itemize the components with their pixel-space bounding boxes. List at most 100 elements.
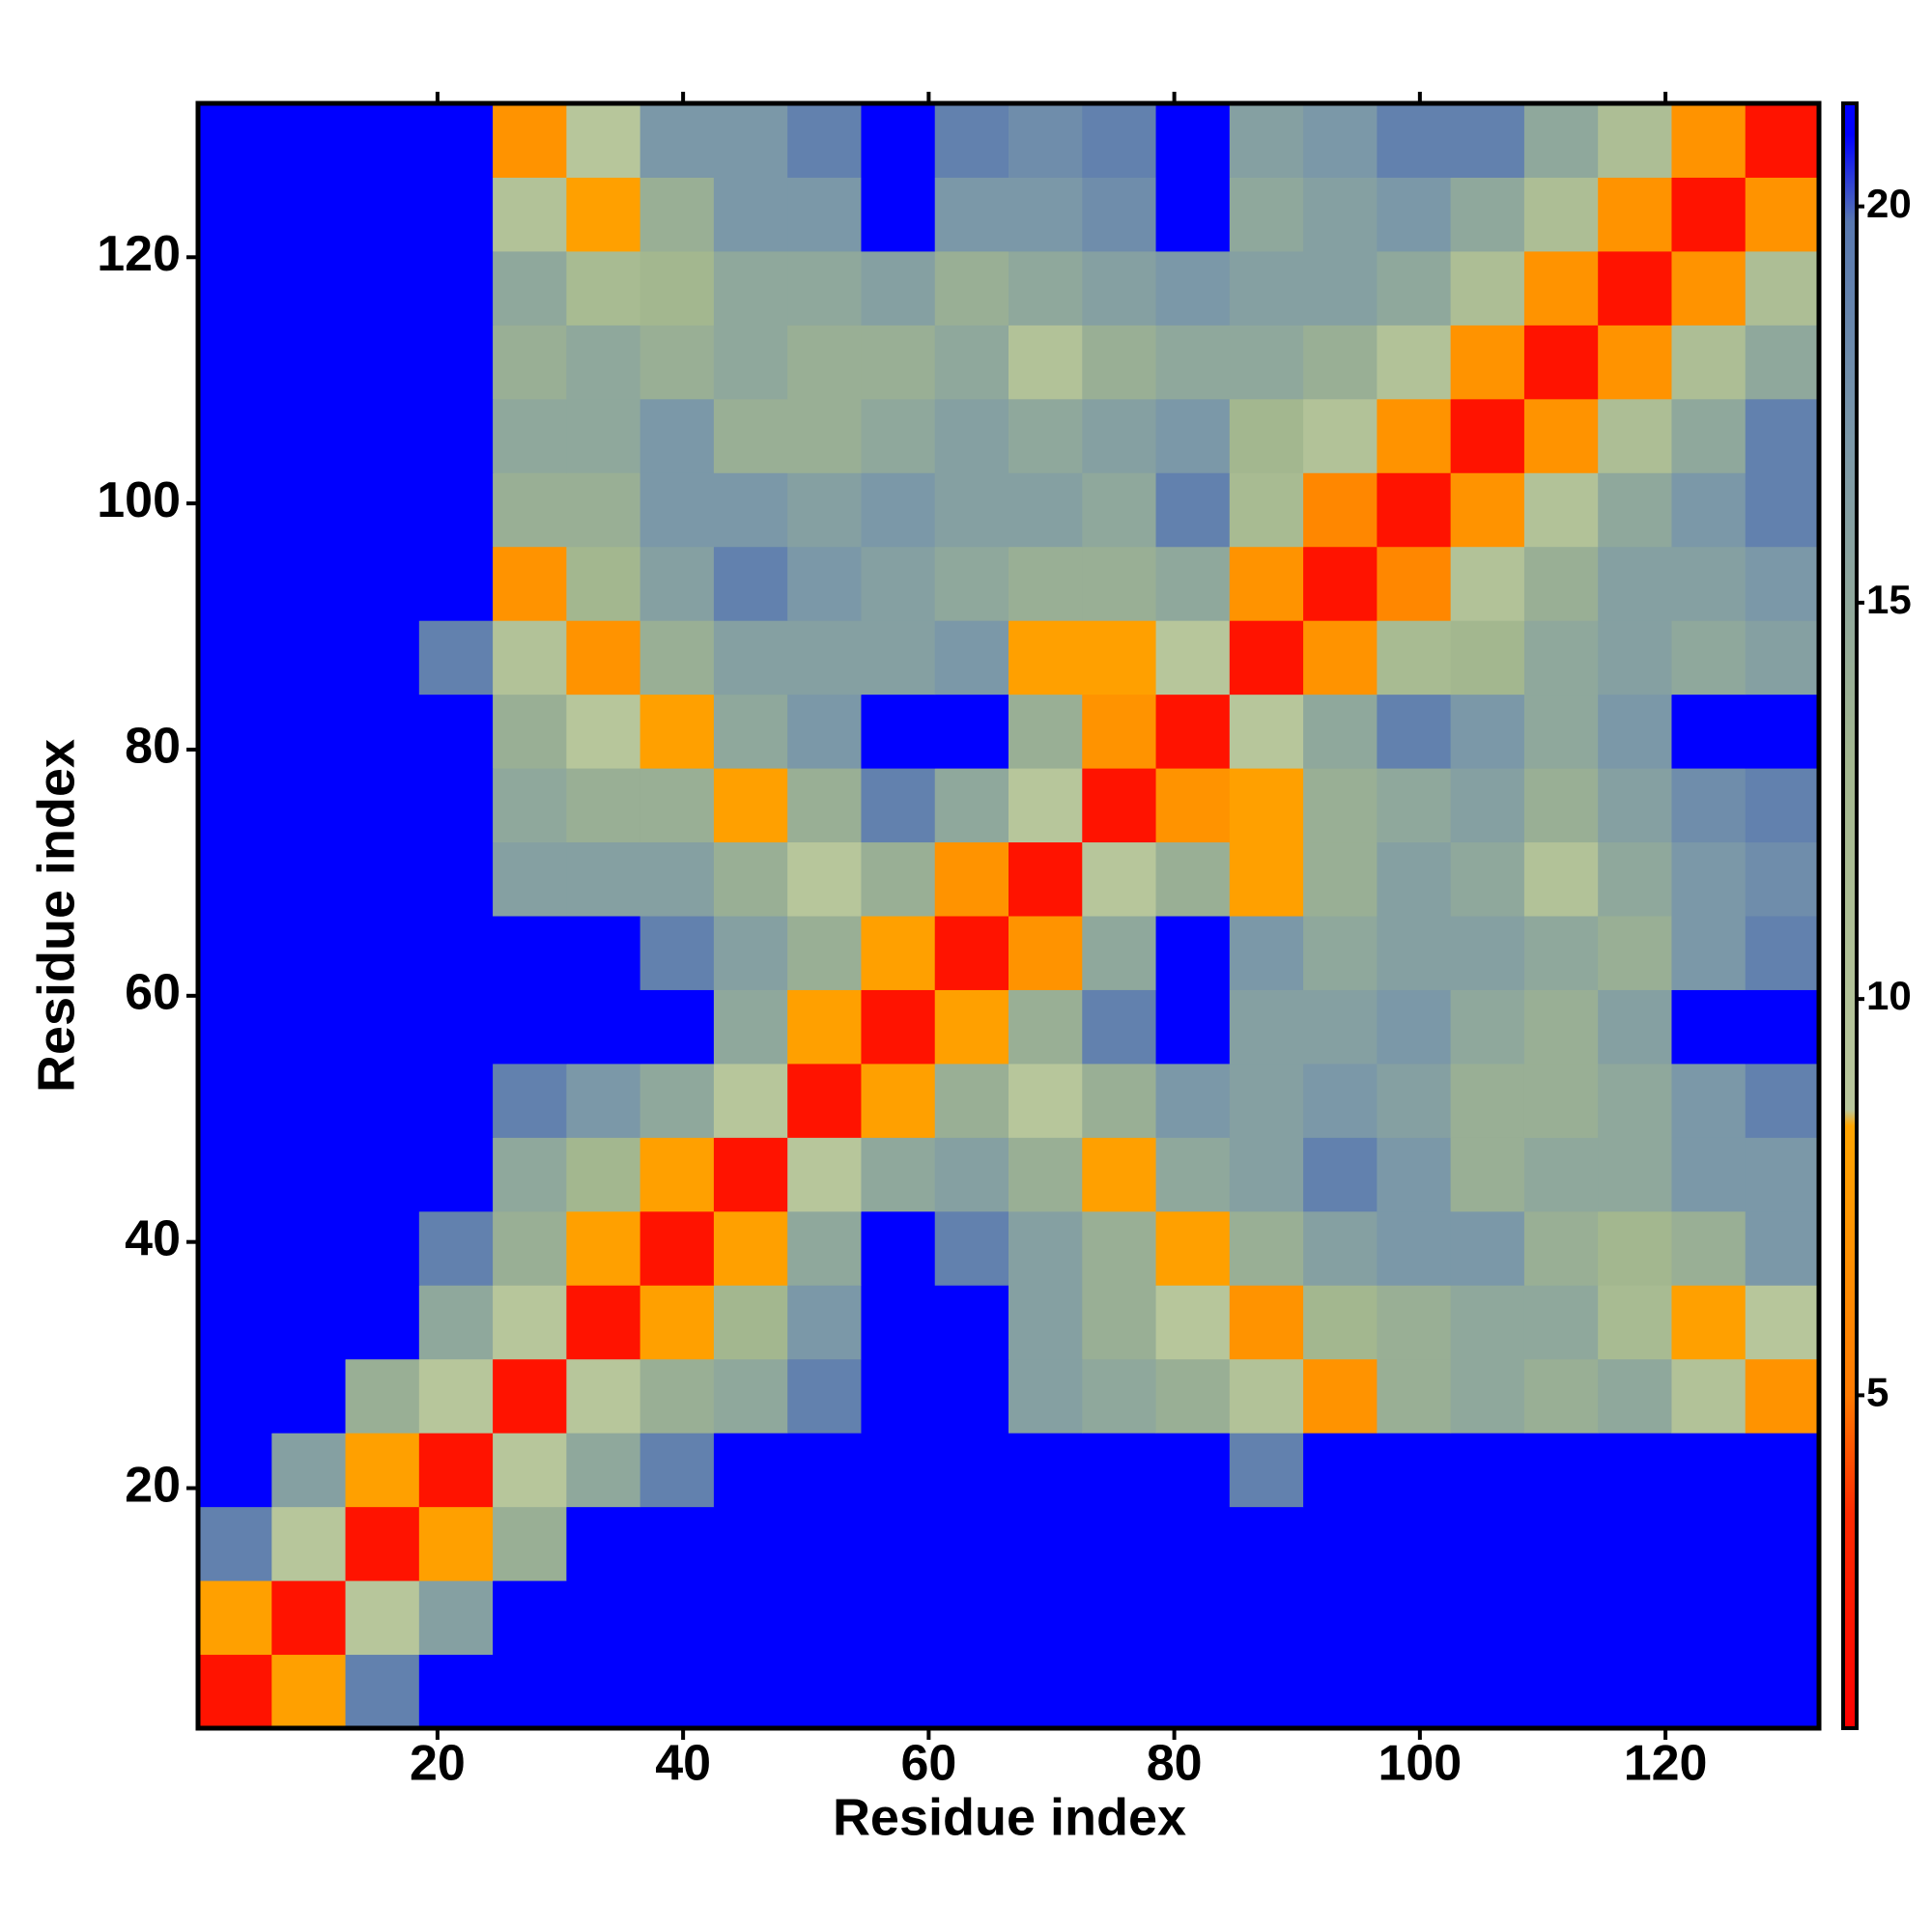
heat-cell (1229, 1210, 1304, 1286)
heat-cell (934, 1433, 1009, 1508)
heat-cell (345, 325, 420, 400)
heat-cell (1671, 103, 1747, 178)
heat-cell (713, 1285, 788, 1360)
heat-cell (1229, 1433, 1304, 1508)
heat-cell (1671, 768, 1747, 843)
heat-cell (1671, 250, 1747, 326)
heat-cell (1155, 1433, 1231, 1508)
heat-cell (1523, 398, 1599, 473)
heat-cell (345, 620, 420, 696)
heat-cell (418, 250, 494, 326)
heat-cell (1155, 1654, 1231, 1729)
heat-cell (861, 1433, 936, 1508)
heat-cell (1229, 1063, 1304, 1138)
heat-cell (1009, 325, 1083, 400)
heat-cell (934, 841, 1009, 917)
heat-cell (934, 103, 1009, 178)
heat-cell (1745, 398, 1820, 473)
heat-cell (639, 472, 715, 548)
heat-cell (1450, 103, 1525, 178)
heat-cell (418, 694, 494, 769)
heat-cell (1229, 620, 1304, 696)
heat-cell (1598, 1137, 1672, 1212)
heat-cell (861, 325, 936, 400)
heat-cell (1598, 103, 1672, 178)
heat-cell (271, 1654, 347, 1729)
heat-cell (345, 1137, 420, 1212)
heat-cell (934, 916, 1009, 990)
heat-cell (566, 250, 641, 326)
heat-cell (566, 472, 641, 548)
heat-cell (418, 1137, 494, 1212)
heat-cell (1082, 1285, 1157, 1360)
y-tick-label: 80 (125, 719, 181, 775)
plot-frame (195, 100, 1822, 1731)
heat-cell (1598, 250, 1672, 326)
heat-cell (1671, 1433, 1747, 1508)
heat-cell (418, 1063, 494, 1138)
heat-cell (1523, 1358, 1599, 1434)
heat-cell (1745, 1433, 1820, 1508)
heat-cell (198, 546, 272, 621)
heat-cell (345, 1285, 420, 1360)
heat-cell (418, 1506, 494, 1581)
heat-cell (639, 1654, 715, 1729)
heat-cell (1598, 916, 1672, 990)
heat-cell (787, 989, 862, 1065)
heat-cell (418, 546, 494, 621)
heat-cell (345, 1580, 420, 1656)
heat-cell (1450, 1580, 1525, 1656)
heat-cell (713, 398, 788, 473)
heat-cell (1009, 620, 1083, 696)
heat-cell (1450, 250, 1525, 326)
heat-cell (1377, 916, 1452, 990)
heat-cell (934, 694, 1009, 769)
y-tick-label: 100 (97, 472, 181, 528)
heat-cell (861, 768, 936, 843)
heat-cell (1155, 916, 1231, 990)
heat-cell (1671, 1210, 1747, 1286)
heat-cell (271, 620, 347, 696)
heat-cell (639, 768, 715, 843)
heat-cell (1745, 250, 1820, 326)
heat-cell (861, 103, 936, 178)
heat-cell (1745, 916, 1820, 990)
heat-cell (1082, 694, 1157, 769)
heat-cell (713, 325, 788, 400)
heat-cell (1155, 989, 1231, 1065)
heat-cell (1671, 398, 1747, 473)
heat-cell (1745, 768, 1820, 843)
heat-cell (418, 1210, 494, 1286)
x-tick-label: 120 (1624, 1736, 1708, 1792)
heat-cell (1009, 177, 1083, 252)
heat-cell (198, 250, 272, 326)
heat-cell (1671, 177, 1747, 252)
heat-cell (1598, 398, 1672, 473)
heat-cell (1377, 398, 1452, 473)
heat-cell (1523, 1285, 1599, 1360)
heat-cell (1009, 1285, 1083, 1360)
heat-cell (1377, 1358, 1452, 1434)
heat-cell (787, 177, 862, 252)
heat-cell (1009, 1210, 1083, 1286)
heat-cell (566, 1433, 641, 1508)
heat-cell (1303, 325, 1378, 400)
heat-cell (271, 1506, 347, 1581)
heat-cell (1377, 694, 1452, 769)
colorbar-tick-label: 10 (1866, 973, 1912, 1018)
heat-cell (1450, 1210, 1525, 1286)
heat-cell (934, 989, 1009, 1065)
heat-cell (861, 1210, 936, 1286)
colorbar-tick-label: 15 (1866, 577, 1912, 622)
heat-cell (493, 1580, 567, 1656)
heat-cell (1523, 1137, 1599, 1212)
heat-cell (1303, 177, 1378, 252)
heat-cell (713, 694, 788, 769)
heat-cell (1450, 841, 1525, 917)
heat-cell (1229, 768, 1304, 843)
heat-cell (787, 1285, 862, 1360)
heat-cell (1745, 103, 1820, 178)
heat-cell (1523, 325, 1599, 400)
heat-cell (1377, 1063, 1452, 1138)
heat-cell (1377, 103, 1452, 178)
